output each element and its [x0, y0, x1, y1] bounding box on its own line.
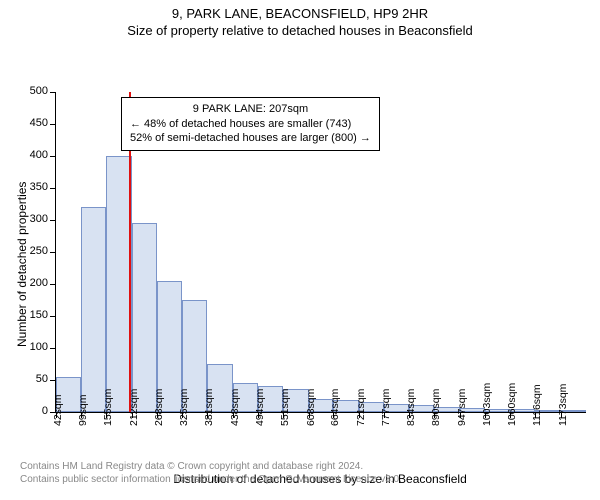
x-tick-label: 664sqm [329, 388, 341, 425]
y-tick-label: 200 [30, 277, 48, 289]
page-title: 9, PARK LANE, BEACONSFIELD, HP9 2HR [0, 0, 600, 23]
x-tick-label: 777sqm [380, 388, 392, 425]
y-tick-label: 150 [30, 309, 48, 321]
x-tick-label: 551sqm [279, 388, 291, 425]
x-tick-label: 1003sqm [481, 383, 493, 426]
legend-line: 52% of semi-detached houses are larger (… [130, 131, 371, 146]
x-tick-label: 721sqm [355, 388, 367, 425]
x-tick-label: 608sqm [305, 388, 317, 425]
x-tick-label: 890sqm [430, 388, 442, 425]
y-tick-label: 100 [30, 341, 48, 353]
legend-line: ← 48% of detached houses are smaller (74… [130, 117, 371, 132]
y-tick-label: 350 [30, 181, 48, 193]
y-tick-label: 300 [30, 213, 48, 225]
x-tick-label: 834sqm [405, 388, 417, 425]
x-tick-label: 42sqm [52, 394, 64, 426]
histogram-bar [81, 207, 106, 412]
x-tick-label: 947sqm [456, 388, 468, 425]
legend-box: 9 PARK LANE: 207sqm← 48% of detached hou… [121, 97, 380, 152]
y-tick-label: 50 [36, 373, 48, 385]
x-tick-label: 1173sqm [557, 383, 569, 425]
histogram-bar [132, 223, 157, 412]
page-subtitle: Size of property relative to detached ho… [0, 23, 600, 42]
plot-area: 05010015020025030035040045050042sqm99sqm… [55, 92, 586, 413]
chart-container: 9, PARK LANE, BEACONSFIELD, HP9 2HR Size… [0, 0, 600, 500]
x-tick-label: 494sqm [254, 388, 266, 425]
y-tick-label: 500 [30, 85, 48, 97]
y-axis-label: Number of detached properties [15, 181, 29, 346]
footer-line-1: Contains HM Land Registry data © Crown c… [0, 460, 600, 473]
x-tick-label: 155sqm [102, 388, 114, 425]
footer-line-2: Contains public sector information licen… [0, 473, 600, 486]
x-tick-label: 1060sqm [506, 383, 518, 426]
y-tick-label: 0 [42, 405, 48, 417]
x-tick-label: 1116sqm [531, 384, 543, 426]
x-tick-label: 99sqm [77, 394, 89, 426]
y-tick-label: 400 [30, 149, 48, 161]
x-tick-label: 381sqm [203, 388, 215, 425]
x-tick-label: 325sqm [178, 388, 190, 425]
x-tick-label: 268sqm [153, 388, 165, 425]
legend-line: 9 PARK LANE: 207sqm [130, 102, 371, 117]
attribution-footer: Contains HM Land Registry data © Crown c… [0, 460, 600, 486]
y-tick-label: 450 [30, 117, 48, 129]
x-tick-label: 438sqm [229, 388, 241, 425]
y-tick-label: 250 [30, 245, 48, 257]
